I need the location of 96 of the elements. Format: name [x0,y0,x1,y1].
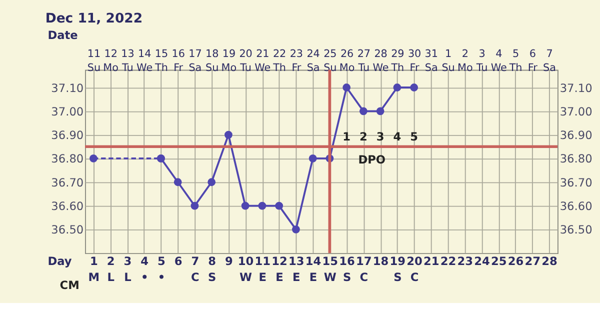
x2-tick-label: 18 [372,254,389,268]
annotation: 4 [393,129,402,144]
point [393,84,402,92]
x-tick-label: 3 Tu [475,48,488,74]
x-tick-label: 19 Mo [221,48,237,74]
x-tick-label: 16 Fr [172,48,185,74]
annotation: 5 [410,129,418,144]
point [359,107,368,116]
x2-tick-label: 20 C [406,254,423,284]
x2-tick-label: 9 [224,254,233,268]
x2-tick-label: 24 [474,254,490,268]
x-tick-label: 5 Th [508,48,522,74]
x-tick-label: 30 Fr [408,48,422,74]
y-tick-label: 36.80 [51,152,84,166]
x-tick-label: 31 Sa [424,48,438,74]
annotation: 3 [376,129,384,144]
x2-tick-label: 16 S [339,254,356,284]
x2-tick-label: 7 C [191,254,200,284]
point [208,178,216,186]
y-tick-label: 36.70 [51,175,84,190]
x-tick-label: 25 Su [324,48,337,74]
x-tick-label: 28 We [372,48,389,74]
x-tick-label: 6 Fr [528,48,538,74]
x-tick-label: 13 Tu [121,48,134,74]
x-tick-label: 21 We [254,48,271,74]
point [258,202,266,210]
x-tick-label: 26 Mo [339,48,355,74]
y-tick-label: 36.60 [51,199,84,214]
chart-title: Dec 11, 2022 [45,12,143,27]
x2-tick-label: 17 C [356,254,372,284]
point [308,154,317,162]
x-tick-label: 4 We [490,48,507,74]
annotation: DPO [358,152,386,166]
x2-tick-label: 1 M [88,254,100,284]
x2-tick-label: 15 W [322,254,338,284]
x2-tick-label: 27 [524,254,541,268]
x-tick-label: 2 Mo [457,48,473,74]
text: CM [60,278,80,292]
y-tick-label: 36.50 [51,222,84,237]
point [224,130,232,139]
y-tick-label: 37.10 [51,80,84,95]
x2-tick-label: 3 L [124,254,132,284]
y2-tick-label: 36.70 [560,175,592,190]
x2-tick-label: 8 S [208,254,216,284]
x2-tick-label: 13 E [288,254,304,284]
x2-tick-label: 11 E [254,254,271,284]
point [292,225,300,234]
y2-tick-label: 37.10 [560,80,592,95]
x2-tick-label: 6 [174,254,182,268]
y2-tick-label: 37.00 [560,104,592,118]
x-tick-label: 14 We [136,48,153,74]
x-tick-label: 7 Sa [543,48,556,74]
x-tick-label: 18 Su [205,48,219,74]
x2-tick-label: 2 L [106,254,115,284]
x-tick-label: 12 Mo [103,48,118,74]
x2-tick-label: 14 E [305,254,322,284]
x-tick-label: 1 Su [442,48,455,74]
y-tick-label: 36.90 [51,128,84,142]
x-tick-label: 15 Th [154,48,168,74]
x2-tick-label: 28 [542,254,558,268]
x-tick-label: 22 Th [272,48,286,74]
x2-tick-label: 26 [508,254,524,268]
point [275,202,284,210]
x2-tick-label: 19 S [390,254,406,284]
point [90,154,98,162]
point [376,107,384,116]
y2-tick-label: 36.60 [560,199,592,214]
x-axis-title: Date [48,28,78,42]
x-tick-label: 17 Sa [188,48,202,74]
x-tick-label: 23 Fr [290,48,304,74]
y2-tick-label: 36.80 [560,152,592,166]
point [241,202,250,210]
x-tick-label: 11 Su [87,48,101,74]
point [157,154,165,162]
y2-tick-label: 36.50 [560,222,592,237]
x-tick-label: 20 Tu [239,48,252,74]
y2-tick-label: 36.90 [560,128,592,142]
x2-tick-label: 22 [440,254,456,268]
x2-tick-label: 5 • [157,254,166,284]
x-tick-label: 27 Tu [357,48,371,74]
y-tick-label: 37.00 [51,104,84,118]
x2-tick-label: 10 W [238,254,254,284]
x2-tick-label: 4 • [140,254,149,284]
x2-tick-label: 23 [457,254,474,268]
point [342,84,351,92]
x-tick-label: 24 Sa [306,48,320,74]
x2-tick-label: 12 E [272,254,288,284]
annotation: 2 [359,129,368,144]
x2-axis-title: Day [48,254,72,268]
x-tick-label: 29 Th [390,48,404,74]
point [190,202,199,210]
annotation: 1 [342,129,351,144]
x2-tick-label: 21 [424,254,440,268]
x2-tick-label: 25 [491,254,507,268]
point [174,178,182,186]
point [410,84,418,92]
